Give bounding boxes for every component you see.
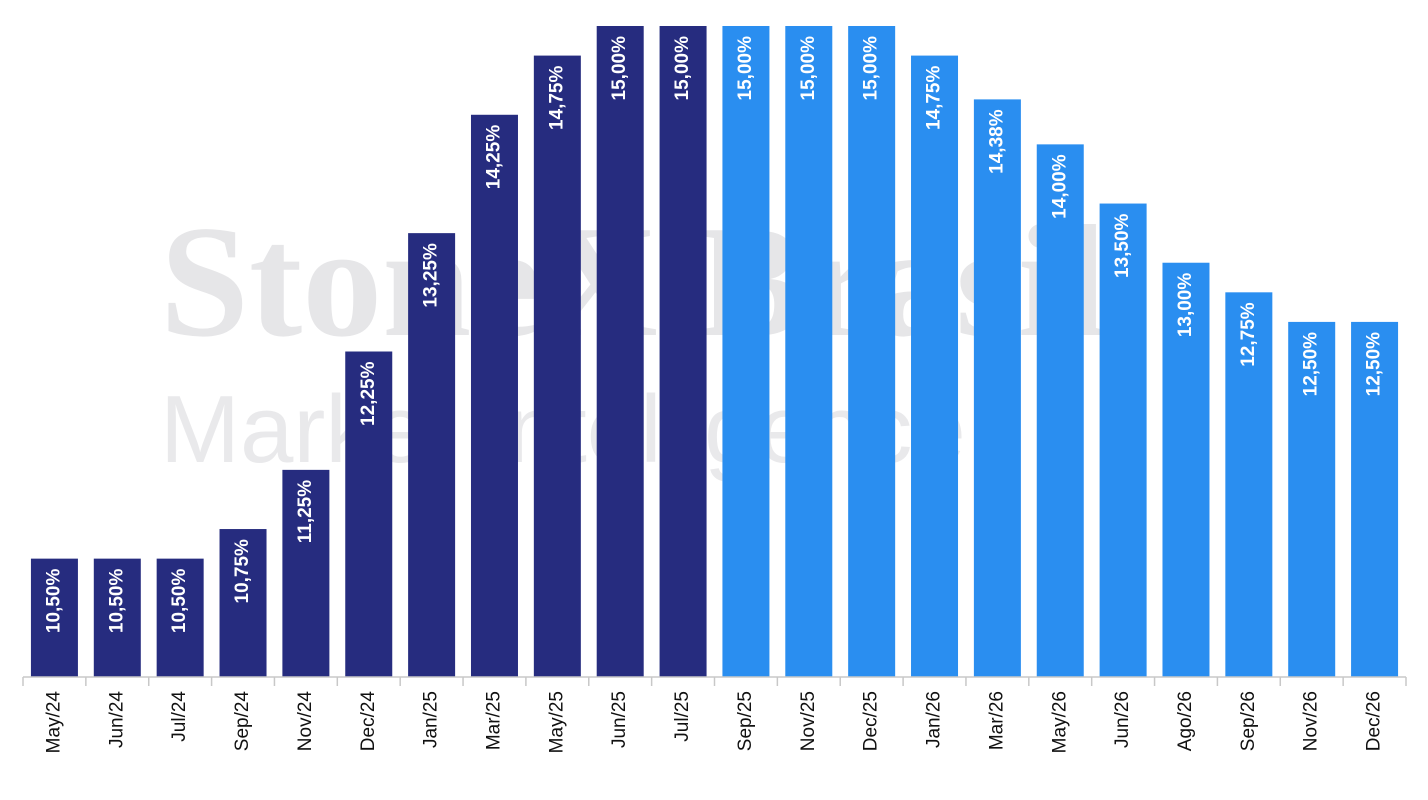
value-label: 14,38% xyxy=(986,109,1007,174)
bar xyxy=(1162,262,1210,677)
x-tick-label: Jul/25 xyxy=(672,691,693,742)
x-tick-label: Jun/24 xyxy=(106,691,127,748)
bar xyxy=(1351,321,1399,677)
bar xyxy=(408,233,456,678)
bar xyxy=(533,55,581,678)
x-tick-label: Mar/26 xyxy=(986,691,1007,750)
value-label: 10,50% xyxy=(169,569,190,634)
x-tick-label: Dec/26 xyxy=(1364,691,1385,751)
x-tick-label: Nov/25 xyxy=(798,691,819,751)
value-label: 15,00% xyxy=(861,36,882,101)
bar xyxy=(1036,144,1084,677)
bar xyxy=(282,469,330,677)
x-tick-label: Dec/24 xyxy=(358,691,379,752)
x-tick-label: Jul/24 xyxy=(169,691,190,742)
value-label: 14,00% xyxy=(1049,154,1070,219)
x-tick-label: Nov/26 xyxy=(1301,691,1322,751)
x-tick-label: Jan/26 xyxy=(924,691,945,748)
value-label: 12,75% xyxy=(1238,302,1259,367)
bar xyxy=(30,558,78,677)
x-tick-label: Jan/25 xyxy=(421,691,442,748)
x-tick-label: May/25 xyxy=(546,691,567,753)
bar xyxy=(345,351,393,677)
bar xyxy=(659,26,707,677)
value-label: 15,00% xyxy=(798,36,819,101)
value-label: 15,00% xyxy=(735,36,756,101)
bar xyxy=(785,26,833,677)
value-label: 12,50% xyxy=(1301,332,1322,397)
value-label: 12,50% xyxy=(1364,332,1385,397)
bar xyxy=(973,99,1021,678)
value-label: 14,25% xyxy=(483,125,504,190)
x-tick-label: Ago/26 xyxy=(1175,691,1196,751)
x-tick-label: Mar/25 xyxy=(483,691,504,750)
bar xyxy=(596,26,644,677)
value-label: 10,50% xyxy=(106,569,127,634)
x-tick-label: May/24 xyxy=(43,691,64,754)
bar xyxy=(848,26,896,677)
bar xyxy=(722,26,770,677)
x-tick-label: May/26 xyxy=(1049,691,1070,753)
x-tick-label: Sep/24 xyxy=(232,691,253,752)
value-label: 12,25% xyxy=(358,361,379,426)
value-label: 15,00% xyxy=(609,36,630,101)
bar xyxy=(1225,292,1273,677)
x-tick-label: Sep/26 xyxy=(1238,691,1259,751)
x-tick-label: Jun/25 xyxy=(609,691,630,748)
bar xyxy=(470,114,518,678)
value-label: 13,50% xyxy=(1112,213,1133,278)
bar xyxy=(1288,321,1336,677)
value-label: 14,75% xyxy=(546,65,567,130)
x-tick-label: Dec/25 xyxy=(861,691,882,751)
bar xyxy=(93,558,141,677)
value-label: 10,75% xyxy=(232,539,253,604)
bar xyxy=(1099,203,1147,677)
value-label: 11,25% xyxy=(295,480,316,543)
value-label: 10,50% xyxy=(43,569,64,634)
value-label: 13,00% xyxy=(1175,273,1196,338)
value-label: 14,75% xyxy=(924,65,945,130)
value-label: 15,00% xyxy=(672,36,693,101)
x-tick-label: Nov/24 xyxy=(295,691,316,752)
bar xyxy=(219,529,267,677)
bar xyxy=(156,558,204,677)
x-tick-label: Sep/25 xyxy=(735,691,756,751)
bar xyxy=(911,55,959,678)
x-tick-label: Jun/26 xyxy=(1112,691,1133,748)
value-label: 13,25% xyxy=(421,243,442,308)
